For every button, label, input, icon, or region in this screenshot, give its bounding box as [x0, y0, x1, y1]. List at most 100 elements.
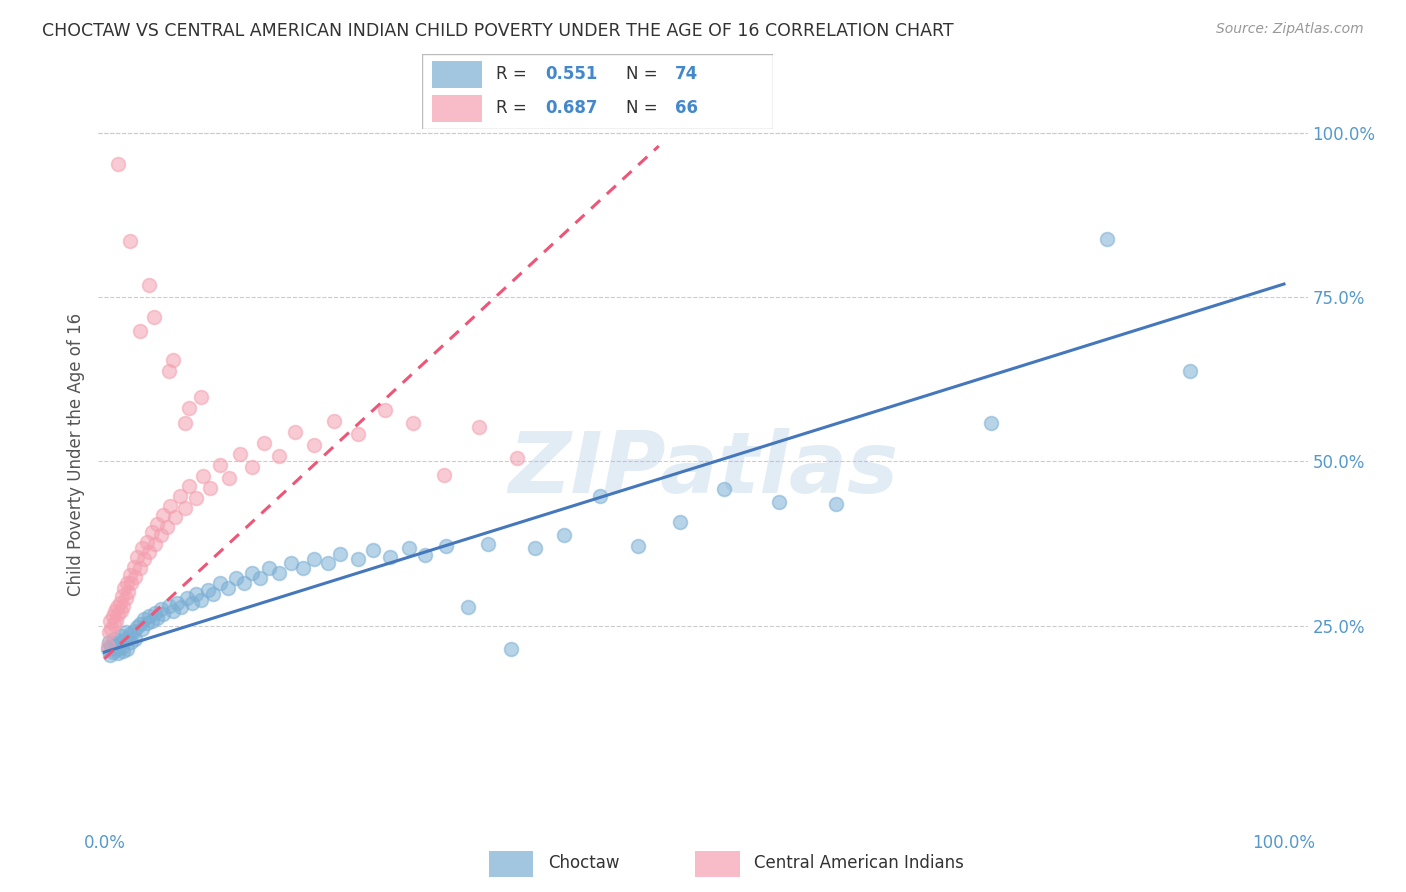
Text: 66: 66 [675, 100, 697, 118]
Point [501, 641, 523, 656]
Bar [695, 851, 740, 877]
Point [249, 572, 271, 586]
Point [347, 426, 370, 441]
Text: 0.687: 0.687 [546, 100, 598, 118]
Text: R =: R = [496, 100, 531, 118]
Point [143, 536, 166, 550]
Point [152, 508, 174, 523]
Point [105, 600, 128, 615]
Point [122, 559, 145, 574]
Point [398, 541, 420, 556]
Point [103, 617, 125, 632]
Point [127, 620, 149, 634]
Point [159, 499, 181, 513]
Text: Central American Indians: Central American Indians [754, 854, 965, 872]
Point [120, 635, 142, 649]
Point [304, 551, 326, 566]
Point [134, 551, 156, 566]
Point [146, 516, 169, 531]
Point [267, 566, 290, 581]
Point [506, 451, 529, 466]
Point [980, 417, 1002, 431]
Point [98, 625, 121, 640]
Text: ZIPatlas: ZIPatlas [508, 428, 898, 511]
Point [141, 525, 163, 540]
Point [318, 557, 340, 571]
Point [157, 599, 180, 613]
Point [232, 576, 254, 591]
Point [361, 543, 384, 558]
Point [201, 587, 224, 601]
Point [240, 459, 263, 474]
Point [284, 425, 307, 439]
Point [378, 549, 401, 564]
Point [120, 626, 142, 640]
Point [329, 547, 352, 561]
Point [713, 482, 735, 496]
Point [100, 639, 122, 653]
Point [117, 584, 139, 599]
Point [179, 401, 201, 415]
Point [523, 541, 546, 556]
Point [131, 541, 153, 556]
Point [105, 614, 128, 628]
Point [217, 581, 239, 595]
Point [98, 635, 121, 649]
Point [186, 587, 208, 601]
Text: N =: N = [626, 65, 662, 83]
Point [173, 500, 195, 515]
Point [402, 417, 425, 431]
Point [468, 420, 491, 434]
Point [138, 609, 160, 624]
Point [149, 602, 172, 616]
Point [433, 467, 456, 482]
Point [107, 157, 129, 171]
Text: Choctaw: Choctaw [548, 854, 619, 872]
Point [103, 632, 125, 646]
Point [100, 622, 122, 636]
Point [259, 561, 281, 575]
Point [152, 607, 174, 621]
Point [162, 604, 184, 618]
Point [374, 403, 396, 417]
Point [120, 235, 142, 249]
Point [97, 639, 120, 653]
Point [101, 609, 124, 624]
Point [97, 641, 120, 656]
Point [111, 589, 134, 603]
Point [162, 352, 184, 367]
Point [200, 481, 222, 495]
Point [457, 600, 479, 615]
Point [104, 640, 127, 654]
Point [291, 561, 314, 575]
Point [157, 364, 180, 378]
Point [190, 390, 212, 404]
Point [107, 647, 129, 661]
Point [117, 631, 139, 645]
Point [179, 479, 201, 493]
Text: Source: ZipAtlas.com: Source: ZipAtlas.com [1216, 22, 1364, 37]
Point [166, 596, 188, 610]
Point [120, 567, 142, 582]
Point [170, 600, 193, 615]
Point [138, 278, 160, 293]
Point [173, 417, 195, 431]
Point [115, 641, 138, 656]
Point [193, 469, 215, 483]
Text: 74: 74 [675, 65, 699, 83]
Point [252, 436, 274, 450]
Point [112, 581, 135, 595]
Point [127, 549, 149, 564]
Point [135, 615, 157, 630]
Point [436, 539, 458, 553]
Point [143, 606, 166, 620]
Point [768, 495, 790, 509]
Point [824, 497, 846, 511]
Point [197, 582, 219, 597]
Point [114, 591, 136, 606]
Point [134, 612, 156, 626]
Point [128, 561, 150, 575]
Point [280, 557, 302, 571]
Point [112, 599, 135, 613]
Point [124, 569, 146, 583]
